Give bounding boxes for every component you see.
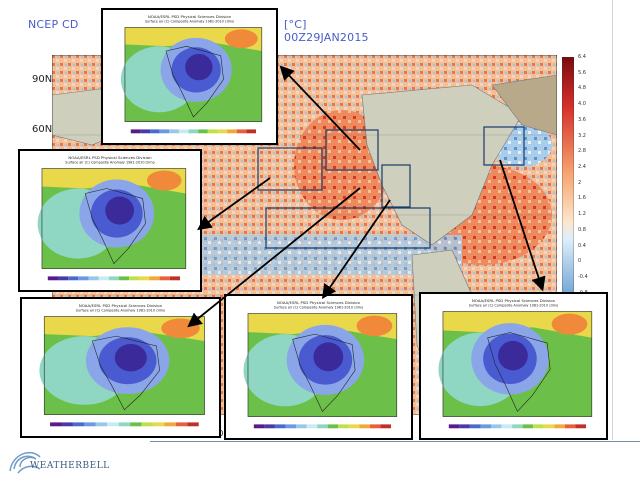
panel-subtitle: Surface air (C) Composite Anomaly 1981-2…	[145, 20, 234, 24]
colorbar-tick: 1.6	[578, 195, 586, 202]
composite-panel-4: NOAA/ESRL PSD Physical Sciences Division…	[224, 294, 413, 440]
footer-rule	[150, 441, 640, 442]
colorbar-tick: 4.0	[578, 101, 586, 108]
lat-label-90n: 90N	[32, 74, 53, 85]
composite-map-1: NOAA/ESRL PSD Physical Sciences Division…	[103, 10, 276, 143]
title-unit-date: [°C] 00Z29JAN2015	[284, 18, 369, 44]
continent-outline	[91, 335, 160, 411]
title-left: NCEP CD	[28, 18, 79, 31]
colorbar-tick: 2	[578, 179, 582, 186]
composite-map-5: NOAA/ESRL PSD Physical Sciences Division…	[421, 294, 606, 438]
composite-panel-5: NOAA/ESRL PSD Physical Sciences Division…	[419, 292, 608, 440]
weatherbell-logo	[9, 451, 41, 474]
continent-outline	[165, 46, 224, 118]
colorbar-tick: -0.4	[578, 274, 588, 280]
colorbar-tick: 0	[578, 258, 582, 265]
map-title: NCEP CD [°C] 00Z29JAN2015	[28, 18, 369, 44]
lat-label-60n: 60N	[32, 124, 53, 135]
colorbar-tick: 3.6	[578, 116, 586, 123]
panel-subtitle: Surface air (C) Composite Anomaly 1981-2…	[65, 161, 154, 165]
page-divider	[612, 0, 613, 440]
panel-title: NOAA/ESRL PSD Physical Sciences Division	[277, 300, 361, 305]
colorbar-tick: 2.8	[578, 148, 586, 155]
colorbar-tick: 4.8	[578, 85, 586, 92]
panel-subtitle: Surface air (C) Composite Anomaly 1981-2…	[469, 304, 558, 308]
colorbar-tick: 1.2	[578, 211, 586, 218]
composite-map-4: NOAA/ESRL PSD Physical Sciences Division…	[226, 296, 411, 438]
continent-outline	[292, 333, 356, 412]
colorbar-tick: 2.4	[578, 164, 586, 170]
panel-title: NOAA/ESRL PSD Physical Sciences Division	[148, 14, 232, 19]
colorbar-tick: 3.2	[578, 132, 586, 139]
panel-subtitle: Surface air (C) Composite Anomaly 1981-2…	[274, 306, 363, 310]
colorbar-tick: 5.6	[578, 69, 586, 76]
panel-subtitle: Surface air (C) Composite Anomaly 1981-2…	[76, 309, 165, 313]
colorbar-tick: 6.4	[578, 54, 586, 60]
composite-map-3: NOAA/ESRL PSD Physical Sciences Division…	[22, 299, 219, 436]
composite-panel-1: NOAA/ESRL PSD Physical Sciences Division…	[101, 8, 278, 145]
panel-title: NOAA/ESRL PSD Physical Sciences Division	[68, 155, 152, 160]
composite-map-2: NOAA/ESRL PSD Physical Sciences Division…	[20, 151, 200, 290]
composite-panel-2: NOAA/ESRL PSD Physical Sciences Division…	[18, 149, 202, 292]
logo-text: WEATHERBELL	[30, 461, 110, 471]
panel-title: NOAA/ESRL PSD Physical Sciences Division	[79, 303, 163, 308]
composite-panel-3: NOAA/ESRL PSD Physical Sciences Division…	[20, 297, 221, 438]
colorbar-tick: 0.4	[578, 242, 586, 249]
continent-outline	[84, 188, 146, 265]
colorbar-tick: 0.8	[578, 226, 586, 233]
continent-outline	[487, 332, 551, 412]
panel-title: NOAA/ESRL PSD Physical Sciences Division	[472, 298, 556, 303]
